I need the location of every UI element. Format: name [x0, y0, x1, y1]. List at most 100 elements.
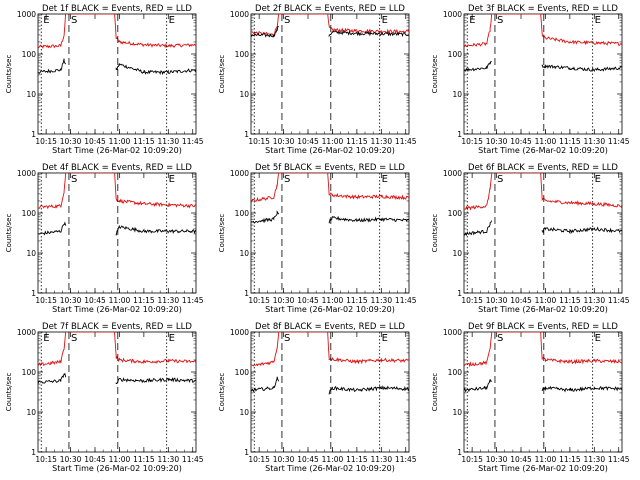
x-tick-label: 11:45	[608, 137, 630, 146]
x-tick-label: 11:15	[559, 296, 581, 305]
chart-title: Det 9f BLACK = Events, RED = LLD	[468, 322, 618, 332]
time-marker-label: E	[382, 15, 388, 26]
x-tick-label: 11:30	[583, 455, 605, 464]
series-line-events	[251, 210, 409, 224]
time-marker-label: E	[469, 15, 475, 26]
x-tick-label: 11:00	[109, 137, 131, 146]
series-line-events	[464, 60, 622, 73]
chart-panel-5: Det 5f BLACK = Events, RED = LLD 1 10 100 10…	[218, 163, 417, 314]
x-tick-label: 11:45	[395, 137, 417, 146]
x-tick-label: 11:00	[322, 137, 344, 146]
series-group	[251, 173, 409, 224]
y-axis-label: Counts/sec	[431, 214, 439, 253]
y-tick-label: 10	[452, 249, 462, 258]
x-tick-label: 10:30	[273, 455, 295, 464]
x-tick-label: 11:00	[535, 455, 557, 464]
time-marker-label: S	[497, 333, 503, 344]
x-tick-label: 10:15	[35, 296, 57, 305]
series-line-events	[38, 372, 196, 384]
series-group	[464, 332, 622, 393]
chart-panel-6: Det 6f BLACK = Events, RED = LLD 1 10 100 10…	[431, 163, 630, 314]
plot-frame	[250, 172, 410, 294]
y-tick-label: 1000	[443, 10, 462, 19]
x-tick-label: 11:45	[395, 296, 417, 305]
series-group	[38, 332, 196, 384]
series-group	[38, 173, 196, 236]
series-line-lld	[251, 173, 409, 203]
time-marker-label: S	[284, 15, 290, 26]
x-tick-label: 11:30	[157, 137, 179, 146]
x-tick-label: 11:30	[583, 137, 605, 146]
x-tick-label: 10:30	[60, 137, 82, 146]
x-tick-label: 10:15	[35, 455, 57, 464]
plot-frame	[250, 331, 410, 453]
y-tick-label: 1000	[230, 169, 249, 178]
time-marker-label: E	[595, 174, 601, 185]
plot-frame	[463, 331, 623, 453]
x-axis-label: Start Time (26-Mar-02 10:09:20)	[265, 146, 395, 155]
y-axis-label: Counts/sec	[218, 55, 226, 94]
x-tick-label: 11:00	[535, 137, 557, 146]
x-tick-label: 11:45	[182, 296, 204, 305]
series-line-lld	[464, 332, 622, 368]
x-tick-label: 11:15	[133, 137, 155, 146]
x-tick-label: 10:30	[60, 455, 82, 464]
series-line-lld	[251, 14, 409, 37]
time-marker-label: S	[497, 174, 503, 185]
x-tick-label: 11:15	[559, 137, 581, 146]
y-tick-label: 100	[448, 50, 463, 59]
x-tick-label: 11:45	[182, 455, 204, 464]
y-tick-label: 1000	[17, 328, 36, 337]
chart-title: Det 3f BLACK = Events, RED = LLD	[468, 4, 618, 14]
x-tick-label: 10:45	[297, 455, 319, 464]
y-axis-label: Counts/sec	[5, 214, 13, 253]
y-tick-label: 100	[448, 209, 463, 218]
y-tick-label: 100	[235, 50, 250, 59]
time-marker-label: S	[284, 174, 290, 185]
x-tick-label: 11:30	[157, 296, 179, 305]
x-tick-label: 10:15	[248, 455, 270, 464]
x-tick-label: 10:45	[510, 455, 532, 464]
x-tick-label: 11:30	[583, 296, 605, 305]
y-tick-label: 1	[457, 448, 462, 457]
chart-panel-3: Det 3f BLACK = Events, RED = LLD 1 10 100 10…	[431, 4, 630, 155]
x-tick-label: 10:15	[461, 137, 483, 146]
y-tick-label: 100	[22, 50, 37, 59]
chart-title: Det 8f BLACK = Events, RED = LLD	[255, 322, 405, 332]
chart-title: Det 5f BLACK = Events, RED = LLD	[255, 163, 405, 173]
x-axis-label: Start Time (26-Mar-02 10:09:20)	[52, 146, 182, 155]
y-tick-label: 1	[244, 289, 249, 298]
x-tick-label: 10:30	[273, 296, 295, 305]
x-axis-label: Start Time (26-Mar-02 10:09:20)	[52, 305, 182, 314]
y-axis-label: Counts/sec	[218, 214, 226, 253]
plot-frame	[37, 13, 197, 135]
x-tick-label: 10:30	[486, 455, 508, 464]
y-tick-label: 1000	[443, 169, 462, 178]
y-tick-label: 1000	[17, 10, 36, 19]
time-marker-label: E	[43, 333, 49, 344]
y-tick-label: 10	[26, 249, 36, 258]
y-axis-label: Counts/sec	[431, 373, 439, 412]
x-tick-label: 11:00	[109, 296, 131, 305]
series-line-lld	[38, 332, 196, 367]
y-tick-label: 10	[452, 408, 462, 417]
x-tick-label: 10:45	[84, 455, 106, 464]
x-tick-label: 10:15	[35, 137, 57, 146]
x-tick-label: 10:30	[273, 137, 295, 146]
series-line-lld	[464, 14, 622, 48]
x-tick-label: 10:15	[461, 455, 483, 464]
x-tick-label: 11:45	[182, 137, 204, 146]
y-axis-label: Counts/sec	[5, 373, 13, 412]
y-tick-label: 100	[235, 209, 250, 218]
x-axis-label: Start Time (26-Mar-02 10:09:20)	[265, 464, 395, 473]
y-tick-label: 10	[26, 90, 36, 99]
series-line-lld	[251, 332, 409, 367]
series-group	[251, 14, 409, 38]
x-axis-label: Start Time (26-Mar-02 10:09:20)	[478, 305, 608, 314]
x-tick-label: 10:15	[248, 296, 270, 305]
y-tick-label: 10	[26, 408, 36, 417]
x-tick-label: 11:15	[346, 137, 368, 146]
y-tick-label: 1000	[17, 169, 36, 178]
x-axis-label: Start Time (26-Mar-02 10:09:20)	[52, 464, 182, 473]
series-line-events	[464, 220, 622, 237]
